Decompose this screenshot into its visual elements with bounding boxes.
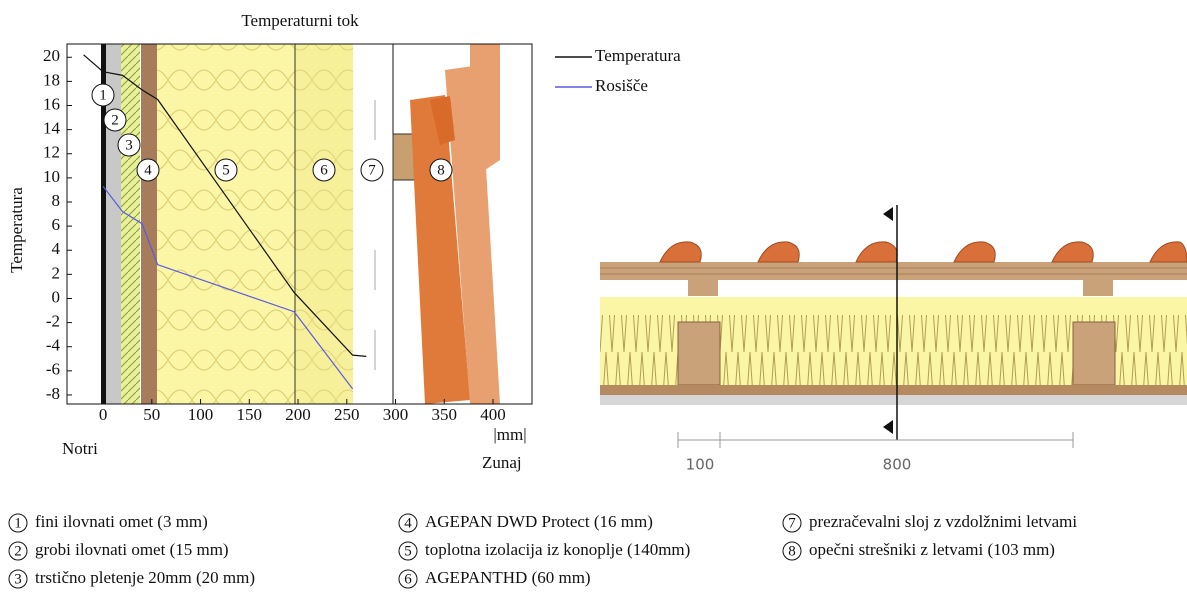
legend-number: 5 (404, 543, 412, 559)
x-tick-label: 200 (285, 405, 311, 424)
layer-marker: 3 (125, 137, 133, 153)
x-tick-label: 0 (99, 405, 108, 424)
y-tick-label: 6 (52, 215, 61, 234)
y-axis-label: Temperatura (7, 187, 26, 273)
x-tick-label: 300 (383, 405, 409, 424)
y-tick-label: 16 (43, 94, 60, 113)
y-tick-label: 10 (43, 167, 60, 186)
y-tick-label: 12 (43, 143, 60, 162)
legend-label: Rosišče (595, 76, 648, 95)
layer-marker: 5 (222, 162, 230, 178)
layer-marker: 4 (144, 162, 152, 178)
legend-number: 6 (404, 571, 412, 587)
layer-marker: 1 (99, 87, 107, 103)
y-tick-label: 8 (52, 191, 61, 210)
legend-number: 2 (14, 543, 22, 559)
dimension-label: 800 (883, 456, 912, 474)
legend-number: 8 (788, 543, 796, 559)
legend-number: 3 (14, 571, 22, 587)
y-tick-label: 20 (43, 46, 60, 65)
x-unit: |mm| (493, 425, 526, 444)
x-tick-label: 150 (237, 405, 263, 424)
y-tick-label: -6 (46, 360, 60, 379)
layer-marker: 8 (437, 162, 445, 178)
x-tick-label: 400 (480, 405, 506, 424)
x-tick-label: 100 (188, 405, 214, 424)
legend-text: AGEPAN DWD Protect (16 mm) (425, 512, 653, 531)
layer-marker: 2 (111, 112, 119, 128)
x-tick-label: 50 (143, 405, 160, 424)
legend-text: AGEPANTHD (60 mm) (425, 568, 591, 587)
legend-number: 1 (14, 515, 22, 531)
dimension-label: 100 (686, 456, 715, 474)
legend-number: 7 (788, 515, 796, 531)
x-tick-label: 350 (432, 405, 458, 424)
legend-number: 4 (404, 515, 412, 531)
outside-label: Zunaj (482, 453, 522, 472)
y-tick-label: 18 (43, 70, 60, 89)
legend-label: Temperatura (595, 46, 681, 65)
y-tick-label: -4 (46, 336, 61, 355)
inside-label: Notri (62, 439, 98, 458)
legend-text: trstično pletenje 20mm (20 mm) (35, 568, 255, 587)
chart-title: Temperaturni tok (241, 11, 359, 30)
legend-text: toplotna izolacija iz konoplje (140mm) (425, 540, 690, 559)
legend-text: prezračevalni sloj z vzdolžnimi letvami (809, 512, 1077, 531)
wall-layers (101, 44, 500, 404)
layer-marker: 7 (368, 162, 376, 178)
legend-text: opečni strešniki z letvami (103 mm) (809, 540, 1055, 559)
legend-text: fini ilovnati omet (3 mm) (35, 512, 208, 531)
x-tick-label: 250 (334, 405, 360, 424)
legend-text: grobi ilovnati omet (15 mm) (35, 540, 229, 559)
chart: Temperaturni tok Temperatura |mm| Notri … (0, 0, 1187, 594)
y-tick-label: -8 (46, 384, 60, 403)
layer-marker: 6 (320, 162, 328, 178)
y-tick-label: 2 (52, 263, 61, 282)
y-tick-label: 0 (52, 287, 61, 306)
roof-diagram (600, 205, 1187, 448)
y-tick-label: 4 (52, 239, 61, 258)
y-tick-label: 14 (43, 119, 61, 138)
y-tick-label: -2 (46, 311, 60, 330)
